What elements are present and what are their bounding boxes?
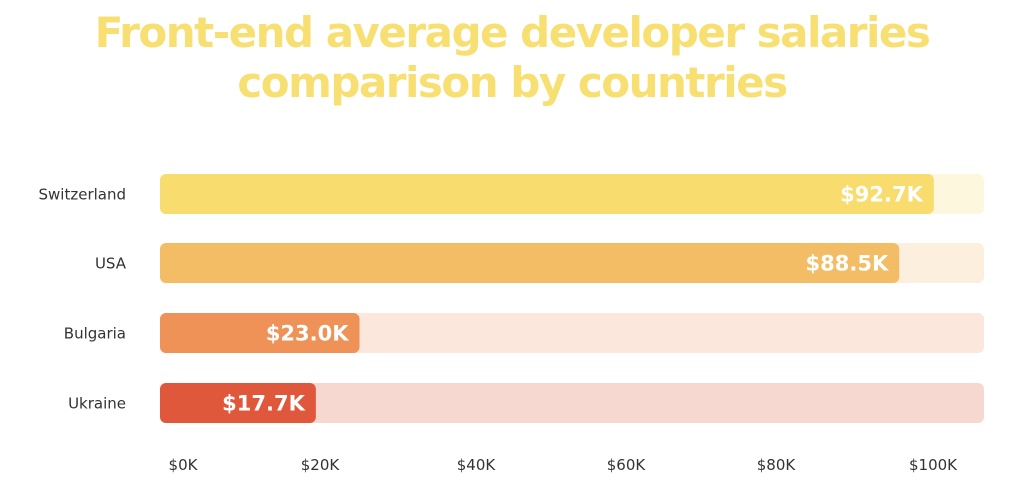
x-tick-label: $40K [457,456,497,474]
bar-track-bulgaria [160,313,984,353]
value-label-ukraine: $17.7K [222,392,305,416]
value-label-usa: $88.5K [806,252,889,276]
category-label-switzerland: Switzerland [39,186,127,204]
value-label-bulgaria: $23.0K [266,322,349,346]
bar-track-ukraine [160,383,984,423]
bar-ukraine [160,383,316,423]
chart-title-line-2: comparison by countries [237,58,788,107]
bar-switzerland [160,174,934,214]
category-label-bulgaria: Bulgaria [64,325,126,343]
category-label-ukraine: Ukraine [68,395,126,413]
x-tick-label: $0K [169,456,199,474]
bar-usa [160,243,900,283]
x-tick-label: $20K [301,456,341,474]
chart-title-line-1: Front-end average developer salaries [94,8,931,57]
x-tick-label: $80K [757,456,797,474]
category-label-usa: USA [95,255,127,273]
value-label-switzerland: $92.7K [840,183,923,207]
x-tick-label: $100K [909,456,958,474]
x-tick-label: $60K [607,456,647,474]
chart-title: Front-end average developer salaries com… [0,8,1024,108]
bar-bulgaria [160,313,360,353]
